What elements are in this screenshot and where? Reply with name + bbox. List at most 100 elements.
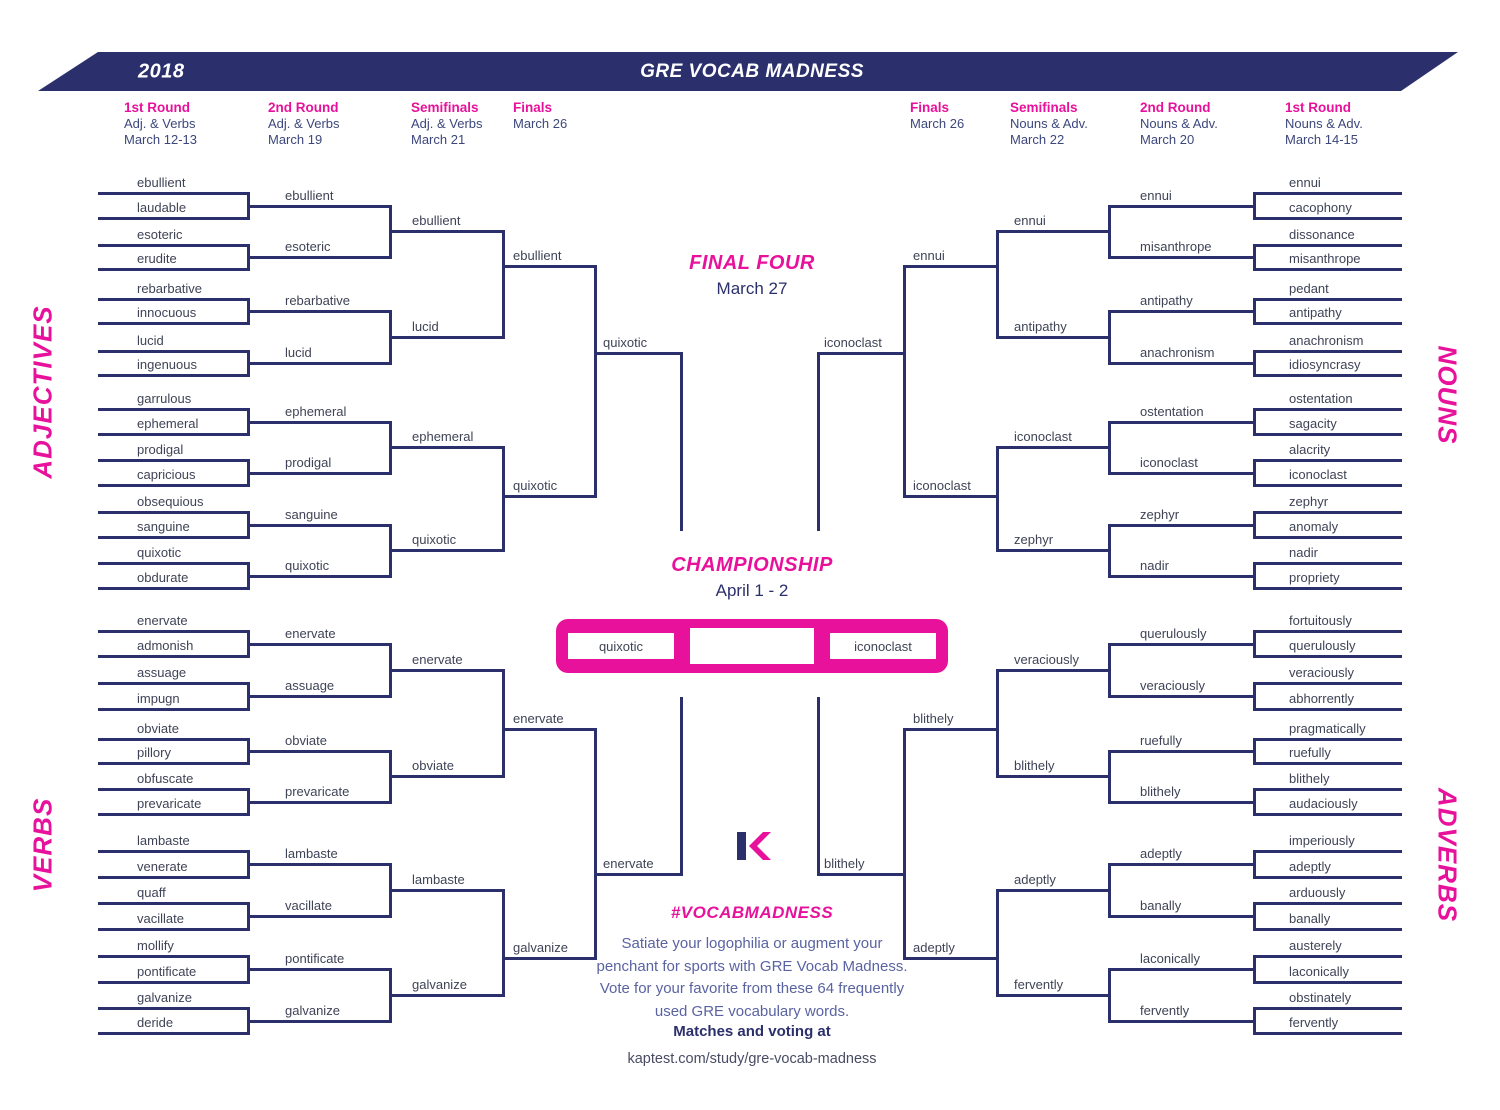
bracket-word: blithely	[1289, 771, 1330, 786]
round-sub: March 14-15	[1285, 132, 1358, 147]
bracket-line	[1253, 850, 1402, 853]
bracket-line	[98, 587, 250, 590]
bracket-word: pedant	[1289, 281, 1329, 296]
bracket-connector	[247, 1007, 250, 1035]
bracket-line	[250, 863, 392, 866]
bracket-line	[98, 876, 250, 879]
bracket-word: misanthrope	[1140, 239, 1212, 254]
bracket-connector	[247, 244, 250, 271]
bracket-word: ingenuous	[137, 357, 197, 372]
banner: 2018 GRE VOCAB MADNESS	[38, 52, 1458, 91]
bracket-word: fervently	[1289, 1015, 1339, 1030]
voting-label: Matches and voting at	[673, 1023, 831, 1040]
bracket-line	[996, 889, 1108, 892]
bracket-word: idiosyncrasy	[1289, 357, 1361, 372]
bracket-connector	[1253, 511, 1256, 539]
bracket-word: obviate	[412, 758, 454, 774]
bracket-line	[250, 695, 392, 698]
bracket-word: sanguine	[137, 519, 190, 534]
bracket-word: lambaste	[285, 846, 338, 861]
bracket-connector	[1108, 310, 1111, 365]
side-label-verbs: VERBS	[27, 797, 58, 893]
bracket-word: adeptly	[913, 940, 955, 955]
bracket-connector	[594, 728, 597, 960]
bracket-word: ostentation	[1289, 391, 1353, 406]
bracket-word: nadir	[1140, 557, 1169, 573]
bracket-line	[817, 873, 903, 876]
bracket-connector	[1108, 523, 1111, 578]
bracket-connector	[1253, 630, 1256, 658]
round-sub: Adj. & Verbs	[268, 116, 340, 131]
bracket-connector	[389, 750, 392, 804]
bracket-word: galvanize	[513, 940, 568, 955]
bracket-line	[98, 192, 250, 195]
blurb-line: Vote for your favorite from these 64 fre…	[599, 980, 905, 997]
bracket-word: quixotic	[137, 545, 182, 560]
voting-url: kaptest.com/study/gre-vocab-madness	[627, 1051, 877, 1067]
bracket-word: iconoclast	[1140, 454, 1198, 470]
bracket-word: galvanize	[412, 976, 467, 992]
bracket-line	[98, 374, 250, 377]
bracket-line	[392, 993, 505, 997]
bracket-line	[392, 446, 505, 449]
bracket-connector	[1253, 562, 1256, 590]
bracket-line	[1108, 642, 1253, 646]
bracket-word: blithely	[824, 856, 865, 871]
bracket-word: obdurate	[137, 570, 189, 585]
bracket-line	[1108, 523, 1253, 527]
bracket-line	[98, 955, 250, 958]
bracket-word: iconoclast	[1014, 429, 1072, 444]
bracket-word: quixotic	[513, 478, 558, 493]
bracket-connector	[1108, 204, 1111, 259]
championship-finalist-right: iconoclast	[830, 633, 936, 659]
bracket-word: vacillate	[137, 911, 184, 926]
bracket-connector	[389, 642, 392, 698]
side-label-nouns: NOUNS	[1432, 345, 1463, 445]
bracket-word: venerate	[137, 859, 188, 874]
bracket-word: obfuscate	[137, 771, 194, 786]
bracket-connector	[1108, 968, 1111, 1023]
bracket-line	[1253, 655, 1402, 658]
bracket-line	[597, 873, 683, 876]
bracket-connector	[680, 697, 683, 876]
bracket-word: arduously	[1289, 885, 1346, 900]
bracket-word: quixotic	[412, 532, 457, 547]
round-title: Finals	[910, 100, 950, 115]
bracket-line	[98, 322, 250, 325]
bracket-word: anomaly	[1289, 519, 1339, 534]
bracket-line	[996, 993, 1108, 997]
bracket-word: audaciously	[1289, 796, 1358, 811]
bracket-line	[1253, 955, 1402, 958]
bracket-connector	[389, 968, 392, 1023]
bracket-word: veraciously	[1014, 651, 1080, 667]
bracket-word: mollify	[137, 938, 174, 953]
bracket-word: deride	[137, 1015, 174, 1030]
bracket-word: enervate	[513, 711, 564, 726]
championship-title: CHAMPIONSHIP	[671, 554, 833, 576]
round-sub: March 21	[411, 132, 466, 147]
bracket-line	[1253, 217, 1402, 220]
bracket-word: dissonance	[1289, 227, 1355, 242]
bracket-word: banally	[1140, 898, 1182, 913]
bracket-line	[1253, 738, 1402, 741]
bracket-line	[250, 968, 392, 971]
bracket-connector	[389, 420, 392, 475]
bracket-connector	[1253, 1007, 1256, 1035]
bracket-connector	[594, 265, 597, 498]
bracket-line	[98, 433, 250, 436]
bracket-connector	[502, 230, 505, 339]
bracket-word: lucid	[412, 319, 439, 334]
bracket-word: enervate	[603, 856, 654, 871]
bracket-line	[1253, 587, 1402, 590]
bracket-word: zephyr	[1140, 506, 1180, 522]
bracket-connector	[247, 630, 250, 658]
championship-winner-box	[690, 628, 814, 664]
bracket-word: ennui	[1289, 175, 1321, 190]
bracket-word: esoteric	[137, 227, 183, 242]
bracket-line	[392, 336, 505, 339]
bracket-connector	[817, 697, 820, 876]
bracket-connector	[247, 850, 250, 879]
bracket-line	[250, 750, 392, 753]
round-sub: March 22	[1010, 132, 1065, 147]
bracket-word: quixotic	[603, 335, 648, 350]
